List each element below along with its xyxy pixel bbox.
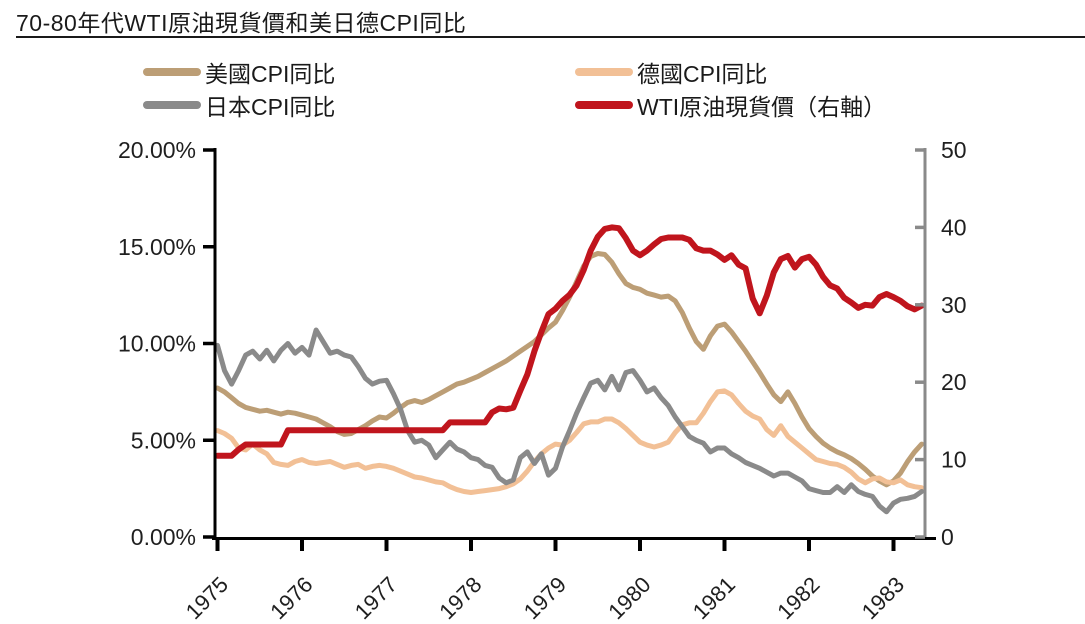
series-line-jp_cpi [215, 327, 925, 515]
x-axis-tick-label: 1979 [519, 572, 571, 624]
x-axis-tick-label: 1982 [772, 572, 824, 624]
legend-swatch-wti [575, 100, 633, 109]
x-axis-tick-label: 1975 [181, 572, 233, 624]
series-line-us_cpi [215, 251, 925, 488]
legend-label-de-cpi: 德國CPI同比 [637, 60, 768, 87]
title-underline [16, 36, 1085, 38]
right-axis-tick-label: 30 [941, 292, 967, 318]
legend-swatch-jp-cpi [143, 100, 201, 109]
x-axis-tick-label: 1978 [434, 572, 486, 624]
x-axis-tick-label: 1976 [265, 572, 317, 624]
right-axis-tick-label: 50 [941, 137, 967, 163]
right-axis-tick-label: 0 [941, 524, 954, 550]
right-axis-tick-label: 20 [941, 369, 967, 395]
legend-item-de-cpi: 德國CPI同比 [575, 55, 886, 88]
legend-label-wti: WTI原油現貨價（右軸） [637, 93, 887, 120]
left-axis-tick-label: 15.00% [118, 234, 196, 260]
legend-item-jp-cpi: 日本CPI同比 [143, 88, 575, 121]
x-axis-tick-label: 1981 [688, 572, 740, 624]
legend-item-wti: WTI原油現貨價（右軸） [575, 88, 886, 121]
series-line-de_cpi [215, 388, 925, 495]
legend-item-us-cpi: 美國CPI同比 [143, 55, 575, 88]
legend-swatch-us-cpi [143, 67, 201, 76]
legend-label-us-cpi: 美國CPI同比 [205, 60, 336, 87]
legend-swatch-de-cpi [575, 67, 633, 76]
x-axis-tick-label: 1977 [350, 572, 402, 624]
x-axis-tick-label: 1980 [603, 572, 655, 624]
left-axis-tick-label: 10.00% [118, 331, 196, 357]
x-axis-tick-label: 1983 [857, 572, 909, 624]
series-line-wti [214, 224, 925, 459]
left-axis-tick-label: 20.00% [118, 137, 196, 163]
chart-legend: 美國CPI同比 德國CPI同比 日本CPI同比 WTI原油現貨價（右軸） [143, 55, 886, 121]
left-axis-tick-label: 0.00% [131, 524, 196, 550]
right-axis-tick-label: 40 [941, 214, 967, 240]
right-axis-tick-label: 10 [941, 447, 967, 473]
chart-title: 70-80年代WTI原油現貨價和美日德CPI同比 [16, 10, 467, 36]
legend-label-jp-cpi: 日本CPI同比 [205, 93, 336, 120]
left-axis-tick-label: 5.00% [131, 427, 196, 453]
